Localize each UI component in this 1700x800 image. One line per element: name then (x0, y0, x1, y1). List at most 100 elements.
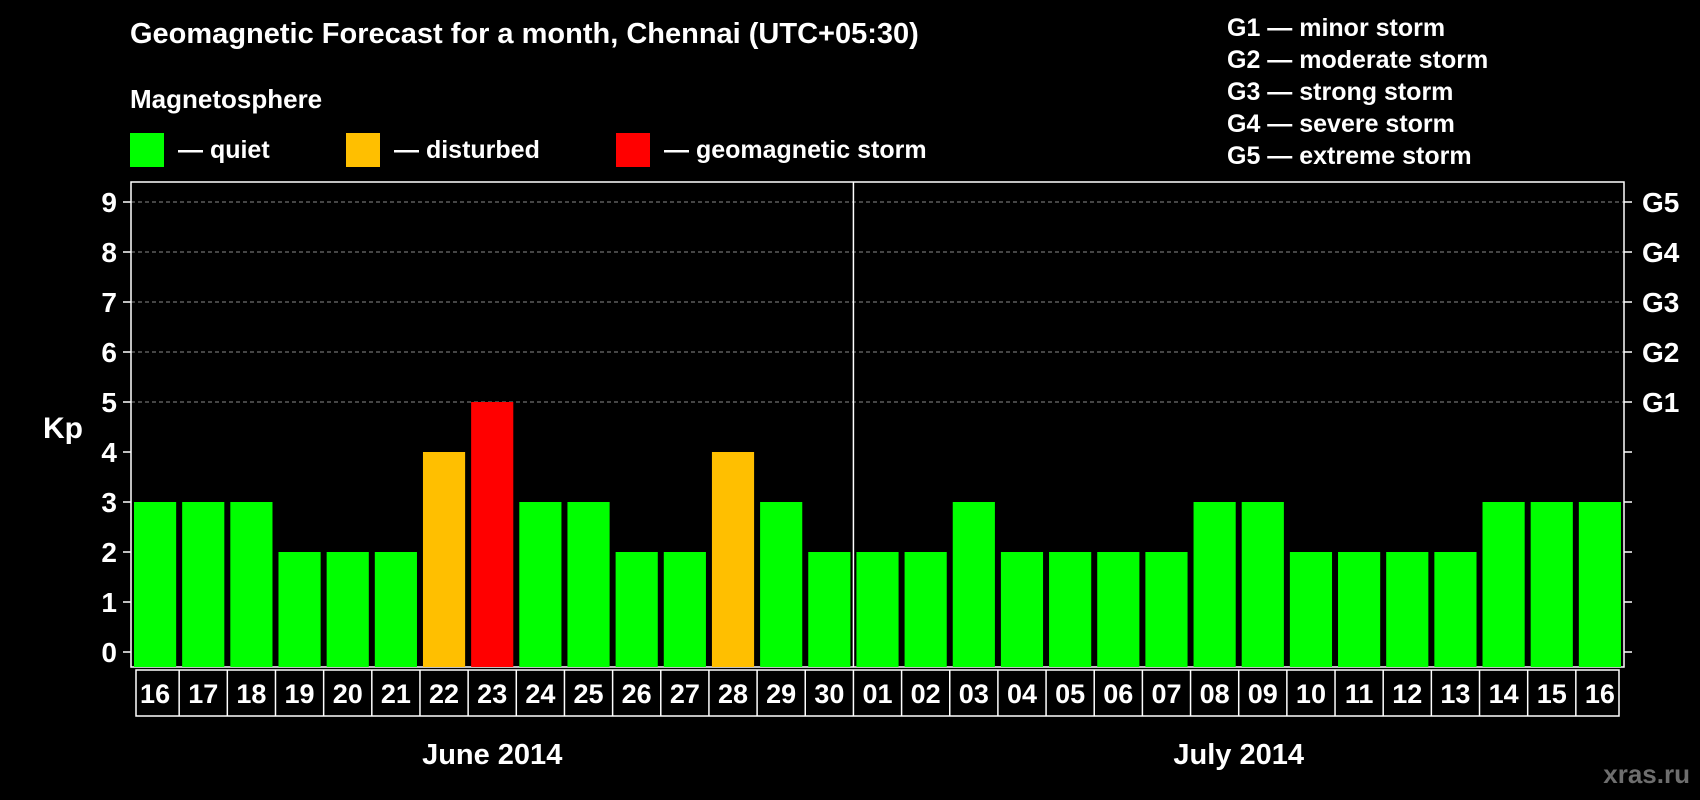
x-tick-label: 19 (285, 679, 315, 709)
x-tick-label: 12 (1392, 679, 1422, 709)
bar (1530, 502, 1573, 667)
chart-title: Geomagnetic Forecast for a month, Chenna… (130, 18, 919, 50)
x-tick-label: 16 (140, 679, 170, 709)
bar (760, 502, 803, 667)
y-tick-label: 5 (101, 387, 117, 418)
legend-label-storm: — geomagnetic storm (664, 135, 927, 164)
bar (326, 552, 369, 667)
y-tick-label: 8 (101, 237, 117, 268)
bar (711, 452, 755, 667)
x-tick-label: 30 (814, 679, 844, 709)
x-tick-label: 10 (1296, 679, 1326, 709)
x-tick-label: 27 (670, 679, 700, 709)
x-tick-label: 01 (862, 679, 892, 709)
storm-scale-legend: G1 — minor storm G2 — moderate storm G3 … (1227, 12, 1488, 172)
legend-label-quiet: — quiet (178, 135, 270, 164)
bar (422, 452, 466, 667)
bar (856, 552, 899, 667)
bar (182, 502, 225, 667)
bar (808, 552, 851, 667)
bar (278, 552, 321, 667)
x-tick-label: 23 (477, 679, 507, 709)
bar (1193, 502, 1236, 667)
x-tick-label: 15 (1537, 679, 1567, 709)
bar (1338, 552, 1381, 667)
x-tick-label: 24 (525, 679, 555, 709)
month-label: July 2014 (1173, 739, 1304, 771)
y-tick-label: 9 (101, 187, 117, 218)
legend-label-disturbed: — disturbed (394, 135, 540, 164)
x-tick-label: 04 (1007, 679, 1037, 709)
bar (1386, 552, 1429, 667)
bar (1434, 552, 1477, 667)
legend-item-quiet: — quiet (130, 133, 270, 167)
y-tick-label: 2 (101, 537, 117, 568)
y-tick-label: 3 (101, 487, 117, 518)
x-tick-label: 16 (1585, 679, 1615, 709)
storm-scale-g5: G5 — extreme storm (1227, 142, 1472, 170)
bar (952, 502, 995, 667)
storm-scale-g1: G1 — minor storm (1227, 14, 1446, 42)
storm-scale-g2: G2 — moderate storm (1227, 46, 1489, 74)
x-tick-label: 03 (959, 679, 989, 709)
right-axis-label-g2: G2 (1642, 337, 1679, 368)
x-tick-label: 07 (1151, 679, 1181, 709)
right-axis-label-g1: G1 (1642, 387, 1679, 418)
x-tick-label: 08 (1200, 679, 1230, 709)
right-axis-label-g4: G4 (1642, 237, 1680, 268)
y-tick-label: 0 (101, 637, 117, 668)
right-axis-label-g3: G3 (1642, 287, 1679, 318)
x-tick-label: 28 (718, 679, 748, 709)
legend-item-storm: — geomagnetic storm (616, 133, 927, 167)
bar (1241, 502, 1284, 667)
x-tick-label: 06 (1103, 679, 1133, 709)
watermark: xras.ru (1603, 759, 1690, 789)
bar (1000, 552, 1044, 667)
x-tick-label: 26 (622, 679, 652, 709)
bar (519, 502, 562, 667)
x-tick-label: 29 (766, 679, 796, 709)
bar (663, 552, 706, 667)
legend-item-disturbed: — disturbed (346, 133, 540, 167)
storm-scale-g4: G4 — severe storm (1227, 110, 1455, 138)
bar (1578, 502, 1621, 667)
bar (1049, 552, 1092, 667)
legend-heading: Magnetosphere (130, 84, 323, 114)
y-tick-label: 6 (101, 337, 117, 368)
x-tick-label: 17 (188, 679, 218, 709)
bar (230, 502, 273, 667)
storm-scale-g3: G3 — strong storm (1227, 78, 1454, 106)
x-tick-label: 18 (236, 679, 266, 709)
bar (1145, 552, 1188, 667)
right-axis-label-g5: G5 (1642, 187, 1679, 218)
x-tick-label: 21 (381, 679, 411, 709)
x-tick-label: 20 (333, 679, 363, 709)
y-axis-label: Kp (43, 412, 83, 445)
bar (1097, 552, 1140, 667)
month-label: June 2014 (422, 739, 562, 771)
x-tick-label: 25 (574, 679, 604, 709)
x-tick-label: 14 (1489, 679, 1519, 709)
x-tick-label: 09 (1248, 679, 1278, 709)
bar (1482, 502, 1525, 667)
bar (904, 552, 947, 667)
bar (615, 552, 658, 667)
bar (1289, 552, 1333, 667)
x-tick-label: 13 (1440, 679, 1470, 709)
legend-swatch-quiet (130, 133, 164, 167)
bar (134, 502, 177, 667)
x-tick-label: 22 (429, 679, 459, 709)
legend-swatch-storm (616, 133, 650, 167)
category-row-frame (135, 669, 1620, 717)
y-tick-label: 7 (101, 287, 117, 318)
x-tick-label: 05 (1055, 679, 1085, 709)
y-tick-label: 4 (101, 437, 117, 468)
y-tick-label: 1 (101, 587, 117, 618)
x-tick-label: 11 (1345, 679, 1374, 709)
x-tick-label: 02 (911, 679, 941, 709)
bar (471, 402, 514, 667)
bar (567, 502, 610, 667)
bar (374, 552, 417, 667)
legend-swatch-disturbed (346, 133, 380, 167)
